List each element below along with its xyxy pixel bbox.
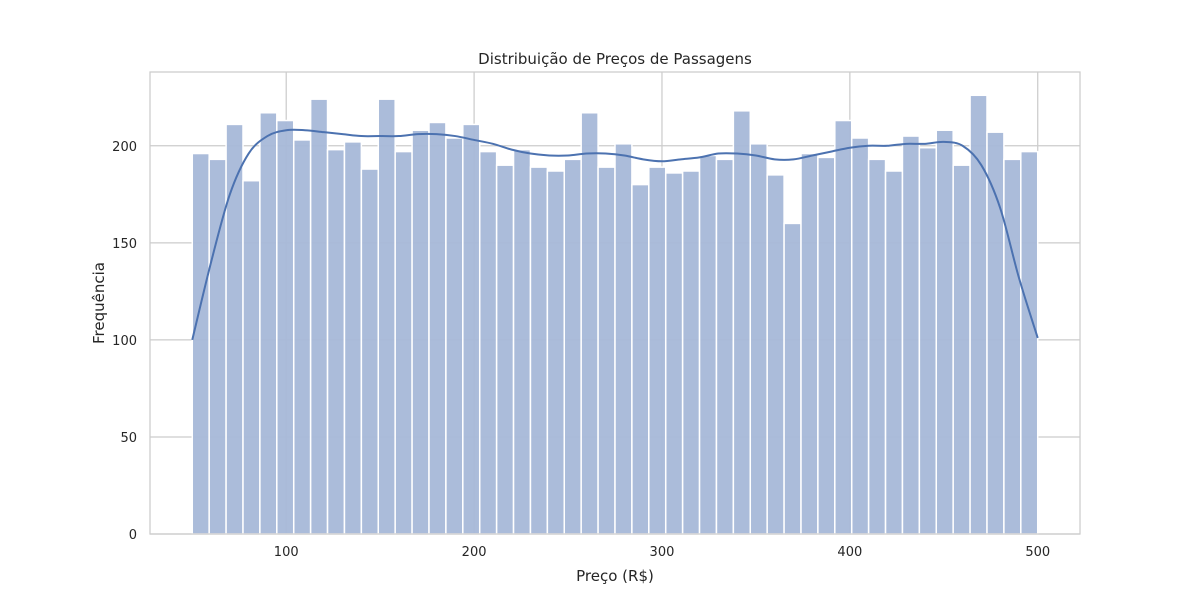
- histogram-bar: [445, 137, 464, 535]
- histogram-bar: [326, 148, 346, 535]
- histogram-bar: [850, 137, 870, 535]
- histogram-bar: [242, 179, 261, 535]
- histogram-bar: [512, 148, 532, 535]
- x-tick-label: 200: [462, 545, 487, 560]
- histogram-bar: [664, 172, 684, 535]
- histogram-bar: [1003, 158, 1022, 535]
- histogram-bar: [394, 150, 413, 535]
- histogram-bar: [766, 174, 785, 535]
- histogram-bar: [343, 141, 363, 535]
- histogram-bar: [901, 135, 921, 535]
- y-axis-ticks: 0 50 100 150 200: [112, 140, 137, 543]
- histogram-bar: [276, 119, 295, 535]
- kde-curve: [191, 128, 1039, 341]
- histogram-bar: [614, 143, 633, 535]
- histogram-bar: [952, 164, 971, 535]
- histogram-bar: [546, 170, 566, 535]
- histogram-bar: [935, 129, 954, 535]
- y-tick-label: 0: [129, 528, 137, 543]
- histogram-bar: [259, 112, 278, 535]
- histogram-bar: [191, 152, 210, 535]
- histogram-bar: [428, 121, 447, 535]
- histogram-bar: [292, 139, 312, 535]
- histogram-bar: [884, 170, 904, 535]
- histogram-bar: [360, 168, 380, 535]
- histogram-bar: [597, 166, 616, 535]
- histogram-bar: [800, 152, 819, 535]
- chart-title: Distribuição de Preços de Passagens: [478, 50, 752, 68]
- histogram-bar: [783, 222, 802, 535]
- y-axis-label: Frequência: [90, 262, 108, 344]
- x-axis-label: Preço (R$): [576, 567, 654, 585]
- x-tick-label: 400: [837, 545, 862, 560]
- kde-line: [191, 128, 1039, 341]
- histogram-bar: [478, 150, 498, 535]
- histogram-bar: [377, 98, 396, 535]
- x-tick-label: 300: [650, 545, 675, 560]
- histogram-bar: [309, 98, 329, 535]
- histogram-bar: [834, 119, 853, 535]
- x-axis-ticks: 100 200 300 400 500: [274, 545, 1050, 560]
- histogram-bar: [698, 154, 718, 535]
- histogram-bar: [495, 164, 515, 535]
- x-tick-label: 500: [1025, 545, 1050, 560]
- y-tick-label: 200: [112, 140, 137, 155]
- histogram-bar: [411, 129, 430, 535]
- y-tick-label: 100: [112, 334, 137, 349]
- histogram-bar: [648, 166, 667, 535]
- histogram-bar: [1020, 150, 1039, 535]
- histogram-bar: [529, 166, 549, 535]
- x-tick-label: 100: [274, 545, 299, 560]
- y-tick-label: 50: [120, 431, 137, 446]
- histogram-bar: [817, 156, 836, 535]
- histogram-bar: [563, 158, 582, 535]
- histogram-bar: [225, 123, 244, 535]
- histogram-bar: [631, 183, 650, 535]
- plot-frame: [149, 71, 1081, 535]
- histogram-bar: [681, 170, 701, 535]
- histogram-bars: [191, 94, 1039, 535]
- histogram-bar: [732, 110, 752, 535]
- histogram-bar: [715, 158, 735, 535]
- histogram-bar: [918, 146, 938, 535]
- histogram-bar: [867, 158, 887, 535]
- histogram-bar: [462, 123, 481, 535]
- y-tick-label: 150: [112, 237, 137, 252]
- histogram-bar: [580, 112, 599, 535]
- histogram-bar: [749, 143, 768, 535]
